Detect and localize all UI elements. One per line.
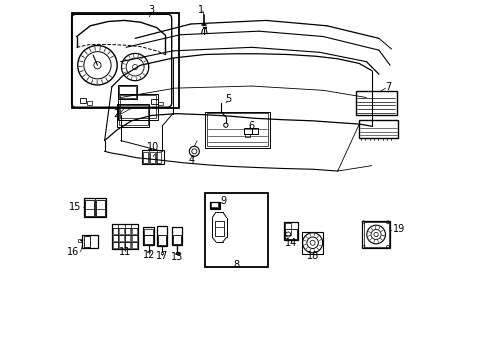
Text: 13: 13 xyxy=(171,252,183,262)
Bar xyxy=(125,242,130,248)
Bar xyxy=(118,94,158,120)
Text: 7: 7 xyxy=(384,82,390,92)
Bar xyxy=(358,120,397,138)
Bar xyxy=(284,222,298,240)
Bar xyxy=(158,102,163,105)
Bar xyxy=(173,235,181,244)
Bar xyxy=(147,251,150,252)
Bar xyxy=(211,202,219,209)
Text: 1: 1 xyxy=(198,5,204,15)
Bar xyxy=(132,228,137,234)
Bar xyxy=(142,150,163,164)
Bar xyxy=(285,223,290,234)
Text: 9: 9 xyxy=(220,196,226,206)
Bar xyxy=(204,193,267,267)
Bar xyxy=(125,235,130,241)
Text: 2: 2 xyxy=(113,109,120,119)
Bar xyxy=(119,228,124,234)
Text: 12: 12 xyxy=(142,250,155,260)
Bar xyxy=(215,221,223,235)
Bar xyxy=(118,85,137,99)
Bar xyxy=(244,129,251,134)
Bar xyxy=(80,98,86,103)
Bar xyxy=(301,232,323,253)
Bar xyxy=(83,236,90,247)
Bar xyxy=(85,200,94,216)
Bar xyxy=(244,134,250,137)
Bar xyxy=(149,152,155,163)
Bar xyxy=(119,105,148,126)
Bar xyxy=(204,112,269,148)
Bar xyxy=(120,95,156,118)
Bar xyxy=(172,226,182,245)
Bar xyxy=(285,229,297,239)
Bar xyxy=(83,198,106,217)
Bar xyxy=(363,222,388,247)
Bar xyxy=(119,86,136,98)
Bar xyxy=(143,152,148,163)
Text: 8: 8 xyxy=(233,260,239,270)
Text: 16: 16 xyxy=(67,247,80,257)
Bar xyxy=(144,234,153,244)
Bar xyxy=(112,225,137,249)
Circle shape xyxy=(309,240,314,245)
Bar xyxy=(125,228,130,234)
Bar xyxy=(144,229,153,234)
Bar xyxy=(356,91,396,116)
Text: 17: 17 xyxy=(156,251,168,261)
Bar xyxy=(209,202,219,208)
Bar xyxy=(132,235,137,241)
Bar xyxy=(78,239,81,242)
Bar xyxy=(119,235,124,241)
Bar xyxy=(82,234,98,248)
Text: 14: 14 xyxy=(285,238,297,248)
Bar xyxy=(156,152,161,163)
Bar xyxy=(87,101,92,105)
Bar xyxy=(112,235,117,241)
Text: 6: 6 xyxy=(248,121,254,131)
Bar xyxy=(210,202,218,207)
Text: 11: 11 xyxy=(119,247,131,257)
Bar xyxy=(112,242,117,248)
Bar xyxy=(158,235,165,245)
Text: 19: 19 xyxy=(392,225,405,234)
Text: 5: 5 xyxy=(225,94,231,104)
Bar xyxy=(119,242,124,248)
Text: 4: 4 xyxy=(188,155,194,165)
Bar xyxy=(117,104,149,127)
Text: 3: 3 xyxy=(148,5,154,15)
Bar xyxy=(132,242,137,248)
Text: 18: 18 xyxy=(306,251,318,261)
Text: 15: 15 xyxy=(69,202,81,212)
Bar xyxy=(112,228,117,234)
Bar xyxy=(151,99,158,104)
Bar xyxy=(72,13,179,108)
Bar xyxy=(157,226,167,246)
Bar xyxy=(252,129,258,134)
Text: 10: 10 xyxy=(146,142,159,152)
Bar xyxy=(206,113,267,146)
Bar xyxy=(96,200,105,216)
Bar xyxy=(362,221,389,248)
Bar xyxy=(175,252,178,254)
Bar xyxy=(210,202,220,210)
Bar xyxy=(160,252,163,254)
Bar xyxy=(143,226,154,245)
